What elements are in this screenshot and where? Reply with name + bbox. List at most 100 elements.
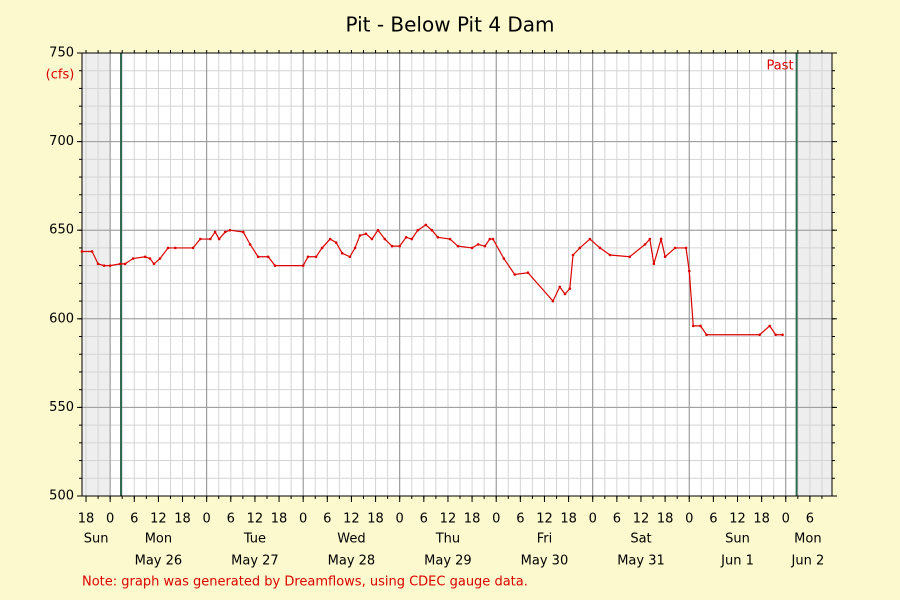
x-tick-label: 12 [633,512,650,527]
data-point [266,255,270,259]
data-point [348,255,352,259]
date-label: Jun 1 [720,554,754,569]
day-label: Fri [537,532,553,547]
x-tick-label: 12 [536,512,553,527]
data-point [217,237,221,241]
data-point [404,235,408,239]
y-tick-label: 650 [49,223,74,238]
day-label: Sun [725,532,750,547]
x-tick-label: 18 [271,512,288,527]
x-tick-label: 6 [806,512,814,527]
x-tick-label: 6 [613,512,621,527]
x-tick-label: 12 [343,512,360,527]
data-point [513,273,517,276]
data-point [398,244,401,248]
data-point [608,253,612,257]
x-tick-label: 0 [782,512,790,527]
date-label: May 26 [135,554,183,569]
data-point [241,230,245,234]
x-tick-label: 0 [396,512,404,527]
date-label: May 27 [231,554,279,569]
day-label: Mon [145,532,172,547]
x-tick-label: 0 [299,512,307,527]
data-point [687,269,691,273]
data-point [488,237,492,241]
x-tick-label: 18 [464,512,481,527]
date-label: May 28 [328,554,376,569]
day-label: Sun [84,532,109,547]
data-point [483,244,487,248]
day-label: Tue [243,532,266,547]
x-tick-label: 18 [753,512,770,527]
data-point [353,246,357,250]
data-point [314,255,318,259]
data-point [273,264,277,267]
data-point [118,262,122,266]
x-tick-label: 12 [247,512,264,527]
y-axis-label: (cfs) [46,68,75,83]
data-point [198,237,202,241]
data-point [551,299,555,303]
date-label: May 30 [521,554,569,569]
data-point [448,237,452,241]
chart-title: Pit - Below Pit 4 Dam [345,13,554,37]
data-point [383,237,387,241]
data-point [774,333,777,337]
y-tick-label: 600 [49,311,74,326]
date-label: May 29 [424,554,472,569]
data-point [208,237,212,241]
data-point [470,246,474,250]
x-tick-label: 18 [560,512,577,527]
date-label: Jun 2 [791,554,825,569]
data-point [571,253,575,257]
data-point [90,250,94,253]
x-tick-label: 0 [589,512,597,527]
data-point [628,255,632,259]
x-tick-label: 6 [130,512,138,527]
note: Note: graph was generated by Dreamflows,… [82,575,528,590]
data-point [301,264,305,267]
data-point [705,333,708,337]
x-tick-label: 18 [657,512,674,527]
plot-frame [81,52,833,497]
data-point [643,243,647,246]
data-point [306,255,310,259]
annotation: Past [767,59,794,74]
y-tick-label: 700 [49,134,74,149]
data-point [96,262,100,266]
y-tick-label: 500 [49,489,74,504]
x-tick-label: 12 [729,512,746,527]
x-tick-label: 18 [78,512,95,527]
data-point [108,264,112,267]
data-point [416,228,420,232]
data-point [166,246,170,250]
data-point [491,237,495,241]
y-tick-label: 750 [49,46,74,61]
x-tick-label: 6 [420,512,428,527]
data-point [80,250,84,253]
data-point [320,246,324,250]
data-point [558,285,562,289]
data-point [158,257,162,260]
data-point [376,228,380,232]
data-point [563,292,567,296]
date-label: May 31 [617,554,665,569]
day-label: Sat [630,532,651,547]
data-point [143,255,147,259]
data-point [588,237,592,241]
data-point [526,271,530,275]
data-point [340,251,344,255]
data-point [390,244,394,248]
data-point [758,333,761,337]
day-label: Thu [435,532,460,547]
x-tick-label: 0 [203,512,211,527]
data-point [781,333,784,337]
data-point [456,244,460,248]
x-tick-label: 18 [367,512,384,527]
data-point [410,237,414,241]
data-point [424,223,428,227]
x-tick-label: 6 [709,512,717,527]
x-tick-label: 0 [685,512,693,527]
data-point [256,255,260,259]
